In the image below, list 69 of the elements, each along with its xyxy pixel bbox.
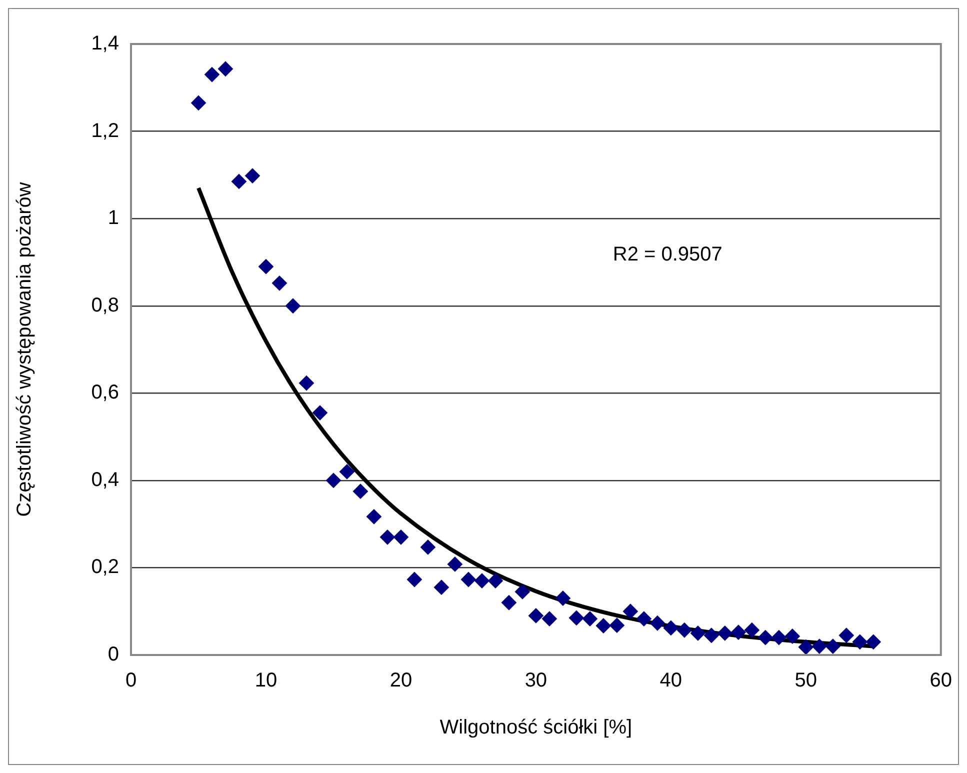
point xyxy=(596,618,611,634)
point xyxy=(690,626,706,641)
point xyxy=(406,572,422,587)
x-axis-title: Wilgotność ściółki [%] xyxy=(440,716,632,739)
point xyxy=(825,638,840,654)
point xyxy=(758,630,773,646)
x-tick-label: 50 xyxy=(794,670,818,692)
point xyxy=(771,630,786,646)
point xyxy=(204,67,220,82)
point xyxy=(838,628,854,643)
point xyxy=(717,626,732,641)
y-tick-label: 0,8 xyxy=(91,294,119,316)
point xyxy=(663,620,678,636)
point xyxy=(380,530,395,545)
point xyxy=(393,530,408,545)
point xyxy=(447,556,462,572)
point xyxy=(650,616,665,631)
x-tick-label: 40 xyxy=(660,670,682,692)
point xyxy=(852,634,868,650)
y-tick-label: 0 xyxy=(108,644,119,666)
annotation: R2 = 0.9507 xyxy=(612,243,722,266)
point xyxy=(798,640,814,655)
x-tick-label: 0 xyxy=(125,670,137,692)
point xyxy=(231,174,246,189)
point xyxy=(676,622,692,638)
point xyxy=(434,580,449,595)
point xyxy=(218,61,233,76)
y-axis-title: Częstotliwość występowania pożarów xyxy=(14,182,36,517)
point xyxy=(298,376,314,391)
point xyxy=(285,298,300,314)
point xyxy=(460,572,476,587)
point xyxy=(420,540,436,555)
point xyxy=(258,259,274,274)
point xyxy=(488,573,503,588)
point xyxy=(366,509,382,524)
point xyxy=(609,618,624,633)
point xyxy=(190,95,206,110)
point xyxy=(744,622,760,638)
point xyxy=(784,628,800,644)
y-tick-label: 0,6 xyxy=(91,382,119,404)
x-tick-label: 60 xyxy=(930,670,952,692)
point xyxy=(501,595,516,610)
point xyxy=(326,472,341,488)
point xyxy=(542,611,557,626)
point xyxy=(312,405,328,420)
point xyxy=(704,628,719,643)
y-tick-label: 1,2 xyxy=(91,120,119,142)
y-tick-label: 1,4 xyxy=(91,32,119,55)
y-tick-label: 0,4 xyxy=(91,468,119,491)
point xyxy=(474,573,490,588)
point xyxy=(866,634,881,650)
x-tick-label: 30 xyxy=(524,670,548,692)
point xyxy=(622,604,638,619)
point xyxy=(339,464,354,480)
point xyxy=(568,610,584,626)
point xyxy=(244,168,260,184)
point xyxy=(528,608,544,624)
point xyxy=(636,611,652,626)
point xyxy=(730,624,746,640)
y-tick-label: 1 xyxy=(108,207,119,230)
x-tick-label: 10 xyxy=(254,670,278,692)
x-tick-label: 20 xyxy=(390,670,412,692)
point xyxy=(582,611,598,626)
point xyxy=(812,638,827,654)
point xyxy=(352,484,368,499)
y-tick-label: 0,2 xyxy=(91,556,119,578)
point xyxy=(555,590,570,606)
point xyxy=(514,584,530,600)
point xyxy=(272,276,287,291)
